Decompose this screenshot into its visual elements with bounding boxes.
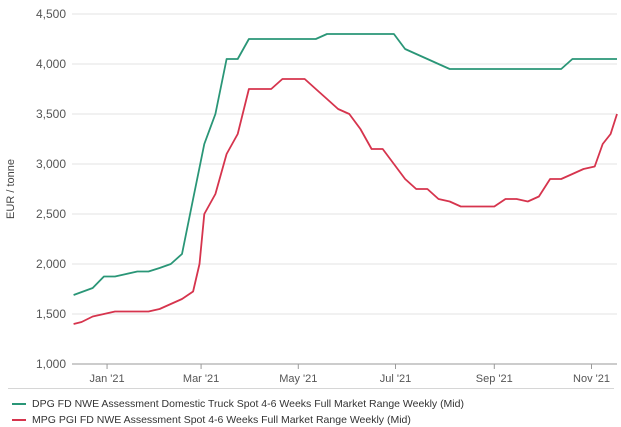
series-line-dpg — [73, 33, 617, 296]
y-tick-label: 2,000 — [36, 257, 66, 271]
legend-item-mpg[interactable]: MPG PGI FD NWE Assessment Spot 4-6 Weeks… — [12, 414, 411, 426]
y-tick-label: 3,500 — [36, 107, 66, 121]
x-axis-ticks: Jan '21 Mar '21 May '21 Jul '21 Sep '21 Nov '… — [89, 364, 610, 385]
gridlines — [72, 13, 617, 315]
y-tick-label: 3,000 — [36, 157, 66, 171]
x-tick-label: Sep '21 — [476, 373, 513, 385]
y-tick-label: 4,000 — [36, 57, 66, 71]
legend-label-mpg: MPG PGI FD NWE Assessment Spot 4-6 Weeks… — [32, 414, 411, 426]
y-tick-label: 4,500 — [36, 7, 66, 21]
legend-swatch-dpg — [12, 403, 26, 405]
y-tick-label: 2,500 — [36, 207, 66, 221]
line-chart: 1,000 1,500 2,000 2,500 3,000 3,500 4,000 4,500… — [5, 7, 618, 385]
y-axis-title: EUR / tonne — [5, 159, 17, 219]
y-tick-label: 1,500 — [36, 307, 66, 321]
legend-label-dpg: DPG FD NWE Assessment Domestic Truck Spo… — [32, 398, 464, 410]
x-tick-label: Mar '21 — [183, 373, 219, 385]
legend-item-dpg[interactable]: DPG FD NWE Assessment Domestic Truck Spo… — [12, 398, 464, 410]
y-axis-ticks: 1,000 1,500 2,000 2,500 3,000 3,500 4,000 4,500 — [36, 7, 66, 371]
x-tick-label: Nov '21 — [573, 373, 610, 385]
series-line-mpg — [73, 78, 618, 325]
legend-swatch-mpg — [12, 419, 26, 421]
x-tick-label: May '21 — [279, 373, 317, 385]
x-tick-label: Jul '21 — [380, 373, 411, 385]
x-tick-label: Jan '21 — [89, 373, 124, 385]
series-lines — [73, 33, 618, 325]
chart-legend: DPG FD NWE Assessment Domestic Truck Spo… — [8, 388, 614, 427]
y-tick-label: 1,000 — [36, 357, 66, 371]
